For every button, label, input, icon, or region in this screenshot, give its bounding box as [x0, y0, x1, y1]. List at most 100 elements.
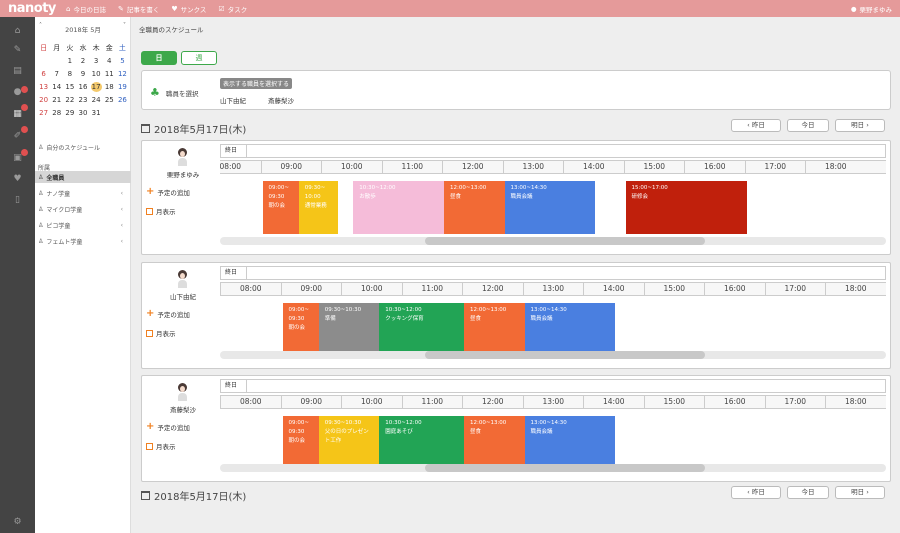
calendar-day[interactable]: 26: [116, 95, 129, 105]
calendar-day[interactable]: 27: [37, 108, 50, 118]
schedule-event[interactable]: 13:00~14:30 職員会議: [525, 416, 616, 469]
task-icon: ☑: [218, 5, 224, 13]
prev-day-button[interactable]: ‹ 昨日: [731, 486, 781, 499]
schedule-event[interactable]: 09:00~ 09:30 朝の会: [283, 303, 319, 356]
select-staff-button[interactable]: 表示する職員を選択する: [220, 78, 292, 89]
schedule-event[interactable]: 13:00~14:30 職員会議: [525, 303, 616, 356]
calendar-day[interactable]: 5: [116, 56, 129, 66]
schedule-event[interactable]: 12:00~13:00 昼食: [444, 181, 505, 234]
pen-icon[interactable]: ✐: [0, 131, 35, 141]
calendar-day[interactable]: 14: [50, 82, 63, 92]
allday-row[interactable]: 終日: [220, 379, 886, 393]
tab-day[interactable]: 日: [141, 51, 177, 65]
calendar-day[interactable]: 21: [50, 95, 63, 105]
user-menu[interactable]: ● 栗野まゆみ: [851, 0, 892, 17]
schedule-event[interactable]: 15:00~17:00 研修会: [626, 181, 747, 234]
next-day-button[interactable]: 明日 ›: [835, 119, 885, 132]
schedule-event[interactable]: 10:30~12:00 クッキング保育: [379, 303, 464, 356]
schedule-event[interactable]: 09:30~10:30 父の日のプレゼント工作: [319, 416, 380, 469]
calendar-day[interactable]: 31: [90, 108, 103, 118]
nav-write[interactable]: ✎ 記事を書く: [118, 4, 159, 14]
calendar-day[interactable]: 12: [116, 69, 129, 79]
schedule-event[interactable]: 09:30~10:30 準備: [319, 303, 380, 356]
scrollbar-thumb[interactable]: [425, 237, 705, 245]
calendar-day[interactable]: 11: [103, 69, 116, 79]
sidebar-item-femto[interactable]: ♙ フェムト学童 ‹: [35, 235, 131, 247]
pencil-icon[interactable]: ✎: [0, 45, 35, 55]
calendar-day[interactable]: 2: [76, 56, 89, 66]
staff-name: 山下由紀: [142, 291, 224, 301]
calendar-day[interactable]: 18: [103, 82, 116, 92]
sidebar-item-label: ナノ学童: [46, 189, 70, 198]
allday-row[interactable]: 終日: [220, 144, 886, 158]
heart-icon[interactable]: ♥: [0, 174, 35, 184]
calendar-day[interactable]: 30: [76, 108, 89, 118]
calendar-day[interactable]: 28: [50, 108, 63, 118]
nav-diary[interactable]: ⌂ 今日の日誌: [66, 4, 106, 14]
calendar-day[interactable]: 25: [103, 95, 116, 105]
calendar-day[interactable]: 17: [91, 82, 102, 92]
schedule-event[interactable]: 13:00~14:30 職員会議: [505, 181, 596, 234]
sidebar-item-pico[interactable]: ♙ ピコ学童 ‹: [35, 219, 131, 231]
nav-thanks[interactable]: ♥ サンクス: [171, 4, 206, 14]
next-day-button[interactable]: 明日 ›: [835, 486, 885, 499]
schedule-event[interactable]: 10:30~12:00 園庭あそび: [379, 416, 464, 469]
calendar-day[interactable]: 23: [76, 95, 89, 105]
app-logo[interactable]: nanoty: [8, 1, 56, 16]
calendar-day[interactable]: 3: [90, 56, 103, 66]
schedule-event[interactable]: 10:30~12:00 お散歩: [353, 181, 444, 234]
calendar-day[interactable]: 20: [37, 95, 50, 105]
schedule-event[interactable]: 09:30~ 10:00 通常業務: [299, 181, 338, 234]
nav-task[interactable]: ☑ タスク: [218, 4, 247, 14]
clipboard-icon[interactable]: ▣: [0, 153, 35, 163]
calendar-day[interactable]: 6: [37, 69, 50, 79]
calendar-day[interactable]: 19: [116, 82, 129, 92]
calendar-day[interactable]: 16: [76, 82, 89, 92]
month-view-link[interactable]: 月表示: [146, 206, 176, 216]
next-month-icon[interactable]: ˅: [123, 22, 126, 29]
sidebar-item-nano[interactable]: ♙ ナノ学童 ‹: [35, 187, 131, 199]
calendar-day[interactable]: 22: [63, 95, 76, 105]
home-icon[interactable]: ⌂: [0, 26, 35, 36]
horizontal-scrollbar[interactable]: [220, 464, 886, 472]
calendar-icon[interactable]: ▦: [0, 109, 35, 119]
calendar-day[interactable]: 13: [37, 82, 50, 92]
tab-week[interactable]: 週: [181, 51, 217, 65]
my-schedule-link[interactable]: ♙ 自分のスケジュール: [38, 143, 128, 152]
sidebar-item-micro[interactable]: ♙ マイクロ学童 ‹: [35, 203, 131, 215]
horizontal-scrollbar[interactable]: [220, 351, 886, 359]
calendar-day[interactable]: 7: [50, 69, 63, 79]
month-view-link[interactable]: 月表示: [146, 441, 176, 451]
add-event-link[interactable]: + 予定の追加: [146, 422, 190, 432]
chat-icon[interactable]: ●: [0, 87, 35, 97]
today-button[interactable]: 今日: [787, 486, 829, 499]
schedule-event[interactable]: 09:00~ 09:30 朝の会: [283, 416, 319, 469]
calendar-day[interactable]: 9: [76, 69, 89, 79]
calendar-day[interactable]: 8: [63, 69, 76, 79]
calendar-day[interactable]: 10: [90, 69, 103, 79]
calendar-day[interactable]: 15: [63, 82, 76, 92]
sidebar-item-all-staff[interactable]: ♙ 全職員: [35, 171, 131, 183]
calendar-day[interactable]: 1: [63, 56, 76, 66]
document-icon[interactable]: ▯: [0, 195, 35, 205]
schedule-event[interactable]: 12:00~13:00 昼食: [464, 303, 525, 356]
gear-icon[interactable]: ⚙: [0, 517, 35, 527]
calendar-day[interactable]: 4: [103, 56, 116, 66]
book-icon[interactable]: ▤: [0, 66, 35, 76]
weekday-header: 金: [103, 43, 116, 53]
scrollbar-thumb[interactable]: [425, 464, 705, 472]
schedule-event[interactable]: 09:00~ 09:30 朝の会: [263, 181, 299, 234]
horizontal-scrollbar[interactable]: [220, 237, 886, 245]
scrollbar-thumb[interactable]: [425, 351, 705, 359]
calendar-day[interactable]: 24: [90, 95, 103, 105]
add-event-link[interactable]: + 予定の追加: [146, 309, 190, 319]
allday-row[interactable]: 終日: [220, 266, 886, 280]
today-button[interactable]: 今日: [787, 119, 829, 132]
hour-label: 10:00: [321, 161, 382, 173]
calendar-day[interactable]: 29: [63, 108, 76, 118]
prev-day-button[interactable]: ‹ 昨日: [731, 119, 781, 132]
month-view-link[interactable]: 月表示: [146, 328, 176, 338]
calendar-empty: [103, 108, 116, 118]
add-event-link[interactable]: + 予定の追加: [146, 187, 190, 197]
schedule-event[interactable]: 12:00~13:00 昼食: [464, 416, 525, 469]
